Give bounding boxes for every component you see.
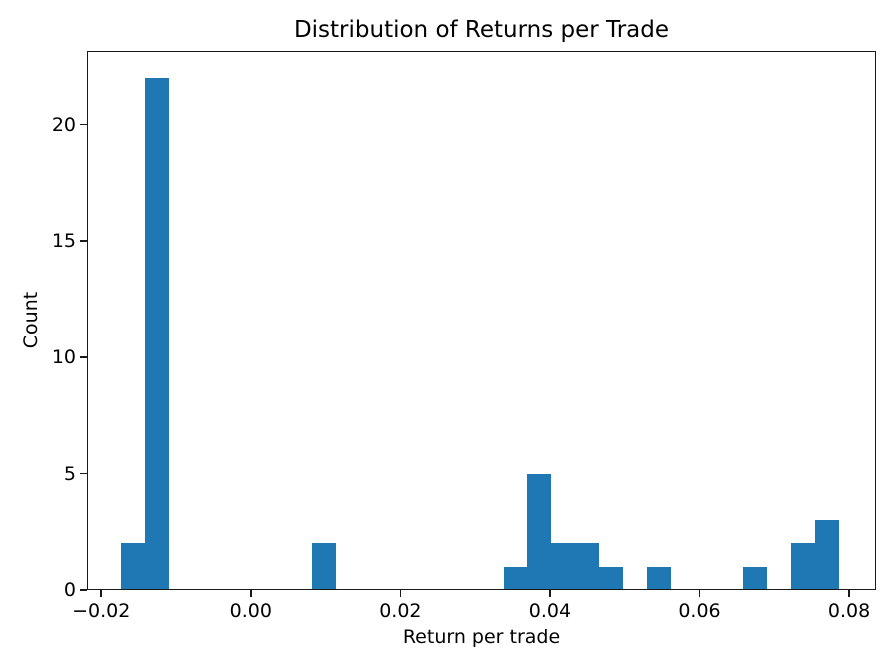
x-tick-mark [249, 590, 252, 597]
histogram-bar [120, 543, 145, 590]
x-tick-label: 0.04 [528, 600, 572, 622]
histogram-bar [790, 543, 815, 590]
y-axis-label: Count [20, 291, 42, 349]
y-tick-mark [80, 123, 87, 126]
x-tick-mark [698, 590, 701, 597]
histogram-bar [599, 566, 624, 590]
histogram-bar [647, 566, 672, 590]
x-tick-label: 0.06 [678, 600, 721, 622]
y-tick-label: 20 [51, 113, 76, 136]
y-tick-label: 15 [51, 229, 76, 252]
histogram-bar [144, 78, 169, 590]
x-tick-label: −0.02 [72, 600, 131, 622]
x-tick-mark [399, 590, 402, 597]
y-tick-label: 0 [63, 579, 76, 601]
x-axis-label: Return per trade [402, 626, 561, 648]
y-tick-mark [80, 356, 87, 359]
y-tick-mark [80, 240, 87, 242]
y-tick-label: 5 [63, 462, 76, 485]
y-tick-label: 10 [51, 346, 76, 369]
histogram-bar [503, 566, 528, 590]
histogram-bar [527, 473, 552, 590]
x-tick-label: 0.08 [827, 600, 871, 622]
plot-area [87, 51, 876, 590]
chart-title: Distribution of Returns per Trade [293, 17, 670, 43]
histogram-bar [551, 543, 576, 590]
y-tick-mark [80, 472, 87, 475]
histogram-bar [742, 566, 767, 590]
x-tick-mark [848, 590, 850, 597]
x-tick-label: 0.00 [229, 600, 272, 622]
x-tick-mark [100, 590, 102, 597]
histogram-bar [814, 520, 839, 590]
x-tick-mark [549, 590, 551, 597]
histogram-bar [312, 543, 337, 590]
histogram-bar [575, 543, 600, 590]
y-tick-mark [80, 589, 87, 591]
x-tick-label: 0.02 [379, 600, 422, 622]
